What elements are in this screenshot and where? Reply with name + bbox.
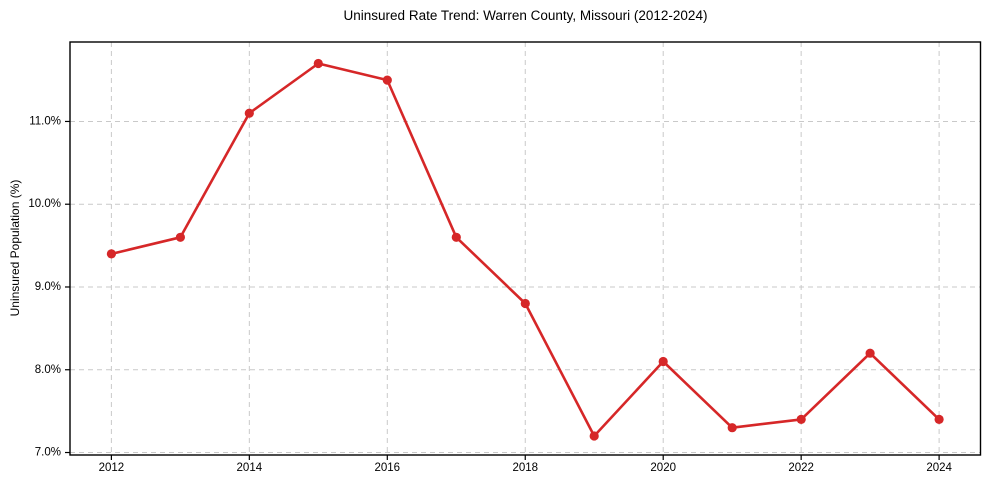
x-tick-label: 2022 (788, 462, 814, 474)
data-point-marker (589, 431, 599, 441)
data-point-marker (382, 75, 392, 85)
data-point-marker (451, 232, 461, 242)
x-tick-label: 2020 (650, 462, 676, 474)
chart-title: Uninsured Rate Trend: Warren County, Mis… (343, 8, 708, 23)
data-point-marker (934, 414, 944, 424)
x-tick-label: 2012 (99, 462, 125, 474)
y-tick-label: 9.0% (35, 281, 61, 293)
data-point-marker (796, 414, 806, 424)
data-point-marker (106, 249, 116, 259)
data-point-marker (865, 348, 875, 358)
data-point-marker (727, 423, 737, 433)
x-tick-label: 2024 (926, 462, 952, 474)
y-tick-label: 11.0% (29, 115, 61, 127)
data-point-marker (313, 58, 323, 69)
data-point-marker (175, 232, 185, 242)
x-tick-label: 2014 (237, 462, 263, 474)
y-tick-label: 7.0% (35, 447, 61, 459)
data-point-marker (520, 298, 530, 309)
x-tick-label: 2018 (512, 462, 538, 474)
y-tick-label: 8.0% (35, 364, 61, 376)
data-point-marker (244, 108, 254, 118)
data-point-marker (658, 356, 668, 367)
x-tick-label: 2016 (374, 462, 400, 474)
y-tick-label: 10.0% (28, 198, 61, 210)
